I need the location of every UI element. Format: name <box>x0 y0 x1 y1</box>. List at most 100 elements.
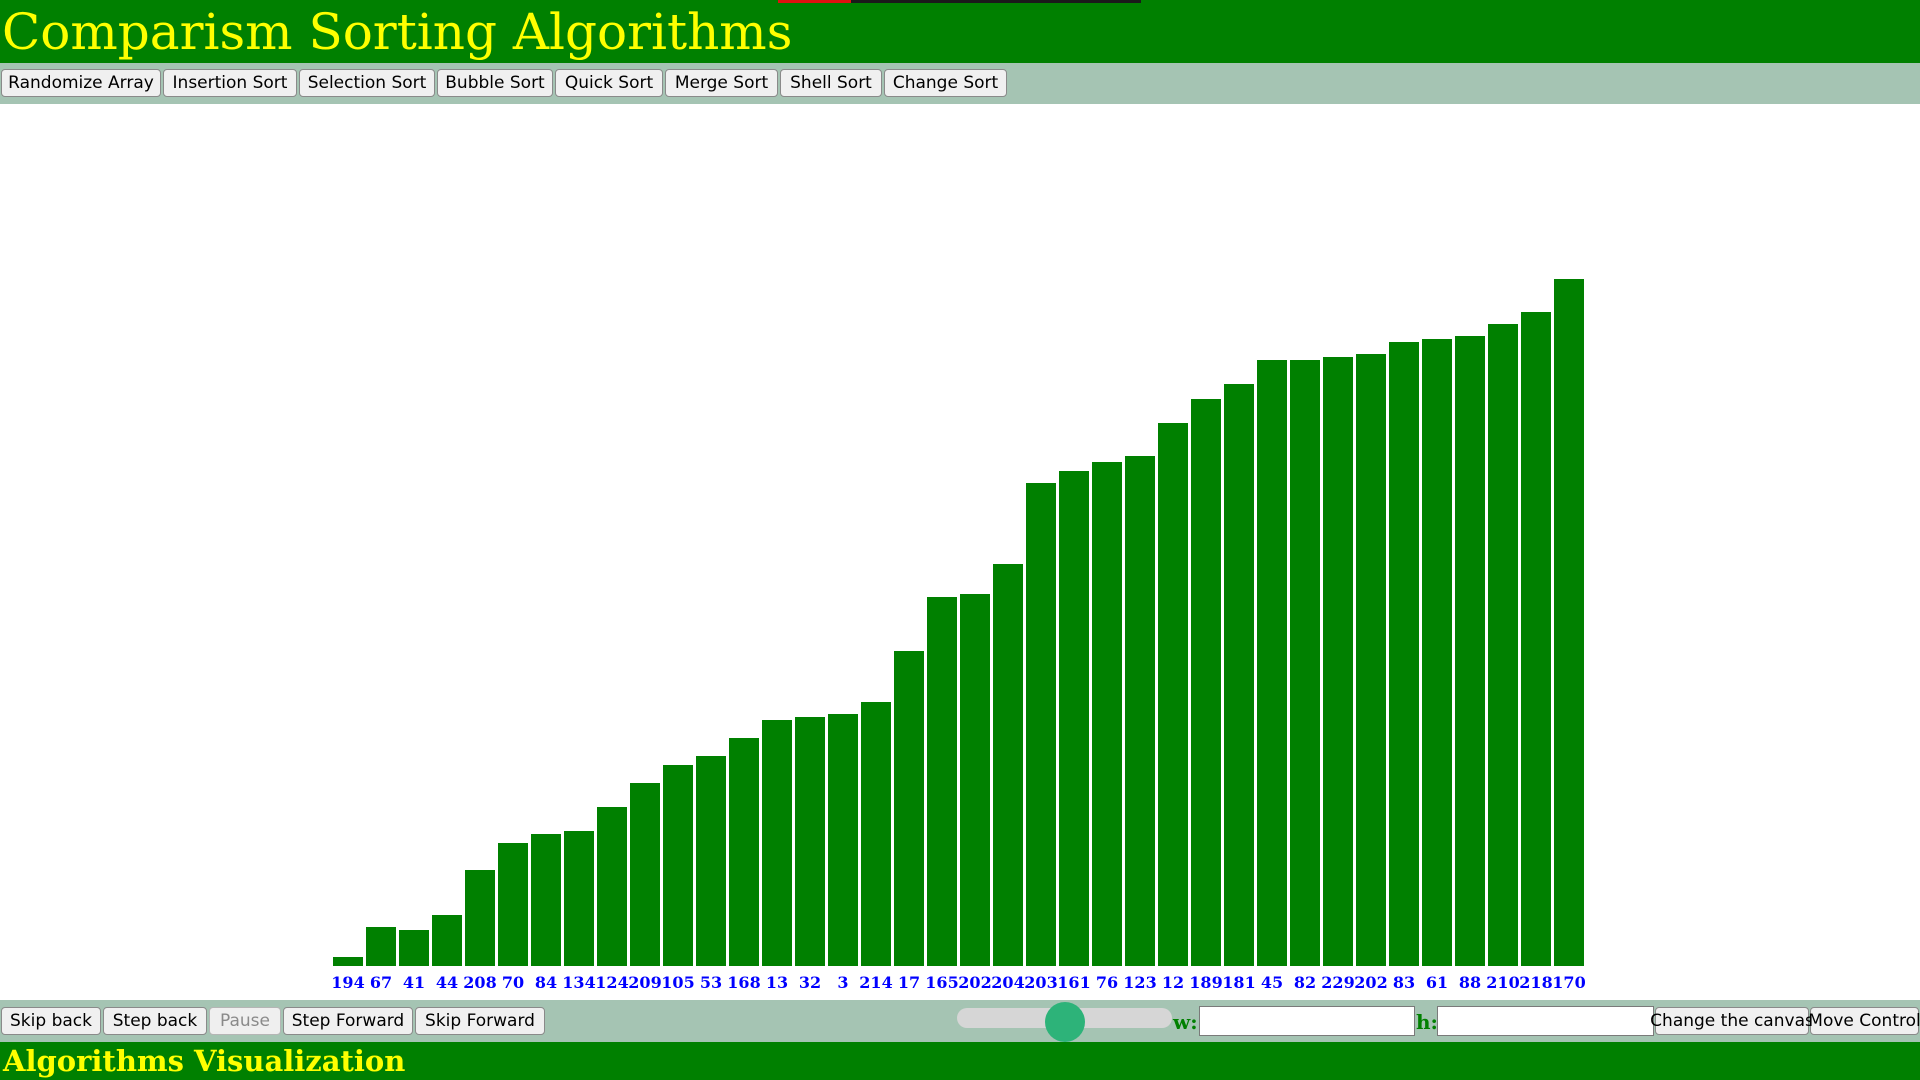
bar-value-label: 61 <box>1426 973 1448 992</box>
bar-value-label: 161 <box>1057 973 1090 992</box>
bubble-sort-button[interactable]: Bubble Sort <box>437 69 553 97</box>
bar-value-label: 3 <box>837 973 848 992</box>
bar-value-label: 203 <box>1024 973 1057 992</box>
progress-strip-fill <box>778 0 851 3</box>
pause-button[interactable]: Pause <box>209 1007 281 1035</box>
chart-bar <box>762 720 792 966</box>
skip-forward-button[interactable]: Skip Forward <box>415 1007 545 1035</box>
chart-bar <box>630 783 660 966</box>
move-control-button[interactable]: Move Control <box>1808 1007 1920 1035</box>
change-canvas-button[interactable]: Change the canvas <box>1650 1007 1814 1035</box>
bar-value-label: 41 <box>403 973 425 992</box>
bar-value-label: 168 <box>727 973 760 992</box>
bar-value-label: 70 <box>502 973 524 992</box>
chart-bar <box>663 765 693 966</box>
bar-value-label: 218 <box>1519 973 1552 992</box>
insertion-sort-button[interactable]: Insertion Sort <box>163 69 297 97</box>
bar-value-label: 214 <box>859 973 892 992</box>
chart-bar <box>1455 336 1485 966</box>
bar-value-label: 13 <box>766 973 788 992</box>
bar-value-label: 12 <box>1162 973 1184 992</box>
bar-value-label: 209 <box>628 973 661 992</box>
chart-bar <box>597 807 627 966</box>
speed-slider-thumb[interactable] <box>1044 1002 1085 1042</box>
bar-value-label: 204 <box>991 973 1024 992</box>
bar-value-label: 189 <box>1189 973 1222 992</box>
algorithm-toolbar: Randomize Array Insertion Sort Selection… <box>0 63 1920 104</box>
change-sort-button[interactable]: Change Sort <box>884 69 1007 97</box>
bar-value-label: 32 <box>799 973 821 992</box>
bar-value-label: 134 <box>562 973 595 992</box>
chart-bar <box>1488 324 1518 966</box>
chart-bar <box>1521 312 1551 966</box>
chart-bar <box>993 564 1023 966</box>
merge-sort-button[interactable]: Merge Sort <box>665 69 778 97</box>
chart-bar <box>795 717 825 966</box>
bar-value-label: 84 <box>535 973 557 992</box>
selection-sort-button[interactable]: Selection Sort <box>299 69 435 97</box>
width-label: w: <box>1173 1010 1198 1034</box>
visualization-canvas: 194 67 41 44 208 70 84 134 124 209 105 53 168 13 32 3 21… <box>0 104 1920 1000</box>
chart-bar <box>861 702 891 966</box>
bar-value-label: 76 <box>1096 973 1118 992</box>
bar-value-label: 202 <box>958 973 991 992</box>
bar-chart: 194 67 41 44 208 70 84 134 124 209 105 53 168 13 32 3 21… <box>331 279 1586 992</box>
chart-bar <box>1059 471 1089 966</box>
chart-bar <box>1257 360 1287 966</box>
bar-value-label: 105 <box>661 973 694 992</box>
bar-value-label: 208 <box>463 973 496 992</box>
app-footer: Algorithms Visualization <box>0 1042 1920 1080</box>
chart-bar <box>1224 384 1254 966</box>
bar-value-label: 17 <box>898 973 920 992</box>
chart-bar <box>1356 354 1386 966</box>
bar-value-label: 53 <box>700 973 722 992</box>
chart-bar <box>1290 360 1320 966</box>
bar-value-label: 194 <box>331 973 364 992</box>
chart-bar <box>1389 342 1419 966</box>
step-forward-button[interactable]: Step Forward <box>283 1007 413 1035</box>
skip-back-button[interactable]: Skip back <box>1 1007 101 1035</box>
height-label: h: <box>1416 1010 1438 1034</box>
bar-value-label: 165 <box>925 973 958 992</box>
app-header: Comparism Sorting Algorithms <box>0 0 1920 63</box>
footer-title: Algorithms Visualization <box>3 1044 406 1078</box>
quick-sort-button[interactable]: Quick Sort <box>555 69 663 97</box>
step-back-button[interactable]: Step back <box>103 1007 207 1035</box>
chart-bar <box>465 870 495 966</box>
speed-slider[interactable] <box>957 1002 1172 1042</box>
canvas-width-input[interactable] <box>1199 1006 1415 1036</box>
chart-bar <box>366 927 396 966</box>
bar-value-label: 83 <box>1393 973 1415 992</box>
canvas-height-input[interactable] <box>1437 1006 1654 1036</box>
page-title: Comparism Sorting Algorithms <box>2 3 793 61</box>
chart-bar <box>432 915 462 966</box>
bar-value-label: 44 <box>436 973 458 992</box>
chart-bar <box>1191 399 1221 966</box>
chart-bar <box>729 738 759 966</box>
shell-sort-button[interactable]: Shell Sort <box>780 69 882 97</box>
chart-bar <box>1554 279 1584 966</box>
chart-bar <box>960 594 990 966</box>
chart-bar <box>927 597 957 966</box>
bar-value-label: 181 <box>1222 973 1255 992</box>
chart-bar <box>531 834 561 966</box>
chart-bar <box>1422 339 1452 966</box>
bar-value-label: 67 <box>370 973 392 992</box>
bar-value-label: 45 <box>1261 973 1283 992</box>
chart-bar <box>1026 483 1056 966</box>
bar-value-label: 202 <box>1354 973 1387 992</box>
chart-bar <box>564 831 594 966</box>
chart-bar <box>1125 456 1155 966</box>
chart-bar <box>696 756 726 966</box>
chart-bar <box>828 714 858 966</box>
chart-bar <box>399 930 429 966</box>
bar-value-label: 210 <box>1486 973 1519 992</box>
bar-value-label: 82 <box>1294 973 1316 992</box>
progress-strip <box>778 0 1141 3</box>
chart-bar <box>333 957 363 966</box>
bar-value-label: 123 <box>1123 973 1156 992</box>
bar-value-label: 170 <box>1552 973 1585 992</box>
chart-bar <box>1158 423 1188 966</box>
bar-value-label: 124 <box>595 973 628 992</box>
randomize-array-button[interactable]: Randomize Array <box>1 69 161 97</box>
